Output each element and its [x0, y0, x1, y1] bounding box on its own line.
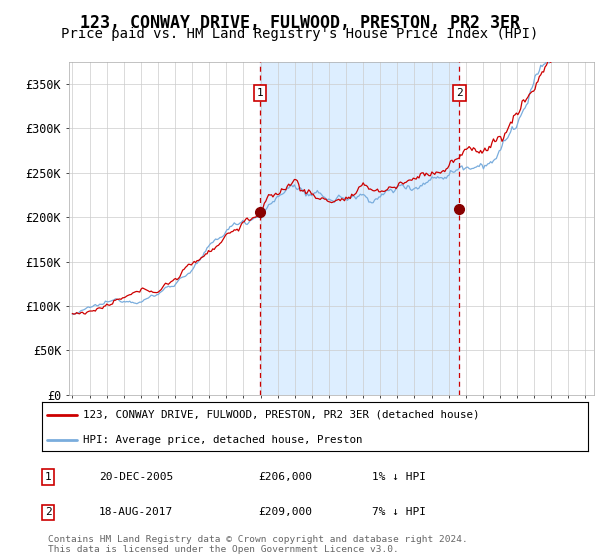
- HPI: Average price, detached house, Preston: (2e+03, 1.6e+05): Average price, detached house, Preston: …: [200, 249, 208, 256]
- Text: 123, CONWAY DRIVE, FULWOOD, PRESTON, PR2 3ER (detached house): 123, CONWAY DRIVE, FULWOOD, PRESTON, PR2…: [83, 410, 479, 420]
- 123, CONWAY DRIVE, FULWOOD, PRESTON, PR2 3ER (detached house): [202, 250, 209, 257]
- 123, CONWAY DRIVE, FULWOOD, PRESTON, PR2 3ER (detached house): [73, 309, 80, 316]
- Text: £206,000: £206,000: [258, 472, 312, 482]
- Bar: [260, 62, 460, 395]
- Text: 2: 2: [456, 88, 463, 98]
- Text: 1% ↓ HPI: 1% ↓ HPI: [372, 472, 426, 482]
- Text: £209,000: £209,000: [258, 507, 312, 517]
- Text: Price paid vs. HM Land Registry's House Price Index (HPI): Price paid vs. HM Land Registry's House …: [61, 27, 539, 41]
- 123, CONWAY DRIVE, FULWOOD, PRESTON, PR2 3ER (detached house): [91, 307, 98, 314]
- 123, CONWAY DRIVE, FULWOOD, PRESTON, PR2 3ER (detached house): [70, 311, 77, 318]
- 123, CONWAY DRIVE, FULWOOD, PRESTON, PR2 3ER (detached house): [77, 309, 85, 316]
- Text: 7% ↓ HPI: 7% ↓ HPI: [372, 507, 426, 517]
- Text: 1: 1: [44, 472, 52, 482]
- Line: HPI: Average price, detached house, Preston: HPI: Average price, detached house, Pres…: [73, 0, 592, 314]
- 123, CONWAY DRIVE, FULWOOD, PRESTON, PR2 3ER (detached house): [139, 284, 146, 291]
- Text: 1: 1: [257, 88, 263, 98]
- HPI: Average price, detached house, Preston: (2e+03, 9.93e+04): Average price, detached house, Preston: …: [89, 304, 96, 310]
- 123, CONWAY DRIVE, FULWOOD, PRESTON, PR2 3ER (detached house): [69, 310, 76, 317]
- 123, CONWAY DRIVE, FULWOOD, PRESTON, PR2 3ER (detached house): [436, 169, 443, 176]
- HPI: Average price, detached house, Preston: (2e+03, 9.06e+04): Average price, detached house, Preston: …: [69, 311, 76, 318]
- HPI: Average price, detached house, Preston: (2e+03, 9.16e+04): Average price, detached house, Preston: …: [71, 310, 79, 317]
- HPI: Average price, detached house, Preston: (2e+03, 9.34e+04): Average price, detached house, Preston: …: [76, 309, 83, 315]
- Text: HPI: Average price, detached house, Preston: HPI: Average price, detached house, Pres…: [83, 435, 362, 445]
- HPI: Average price, detached house, Preston: (2.02e+03, 2.46e+05): Average price, detached house, Preston: …: [434, 173, 441, 180]
- Line: 123, CONWAY DRIVE, FULWOOD, PRESTON, PR2 3ER (detached house): 123, CONWAY DRIVE, FULWOOD, PRESTON, PR2…: [73, 0, 592, 314]
- Text: 18-AUG-2017: 18-AUG-2017: [99, 507, 173, 517]
- HPI: Average price, detached house, Preston: (2e+03, 1.04e+05): Average price, detached house, Preston: …: [137, 299, 145, 306]
- Text: Contains HM Land Registry data © Crown copyright and database right 2024.
This d: Contains HM Land Registry data © Crown c…: [48, 535, 468, 554]
- Text: 20-DEC-2005: 20-DEC-2005: [99, 472, 173, 482]
- Text: 123, CONWAY DRIVE, FULWOOD, PRESTON, PR2 3ER: 123, CONWAY DRIVE, FULWOOD, PRESTON, PR2…: [80, 14, 520, 32]
- Text: 2: 2: [44, 507, 52, 517]
